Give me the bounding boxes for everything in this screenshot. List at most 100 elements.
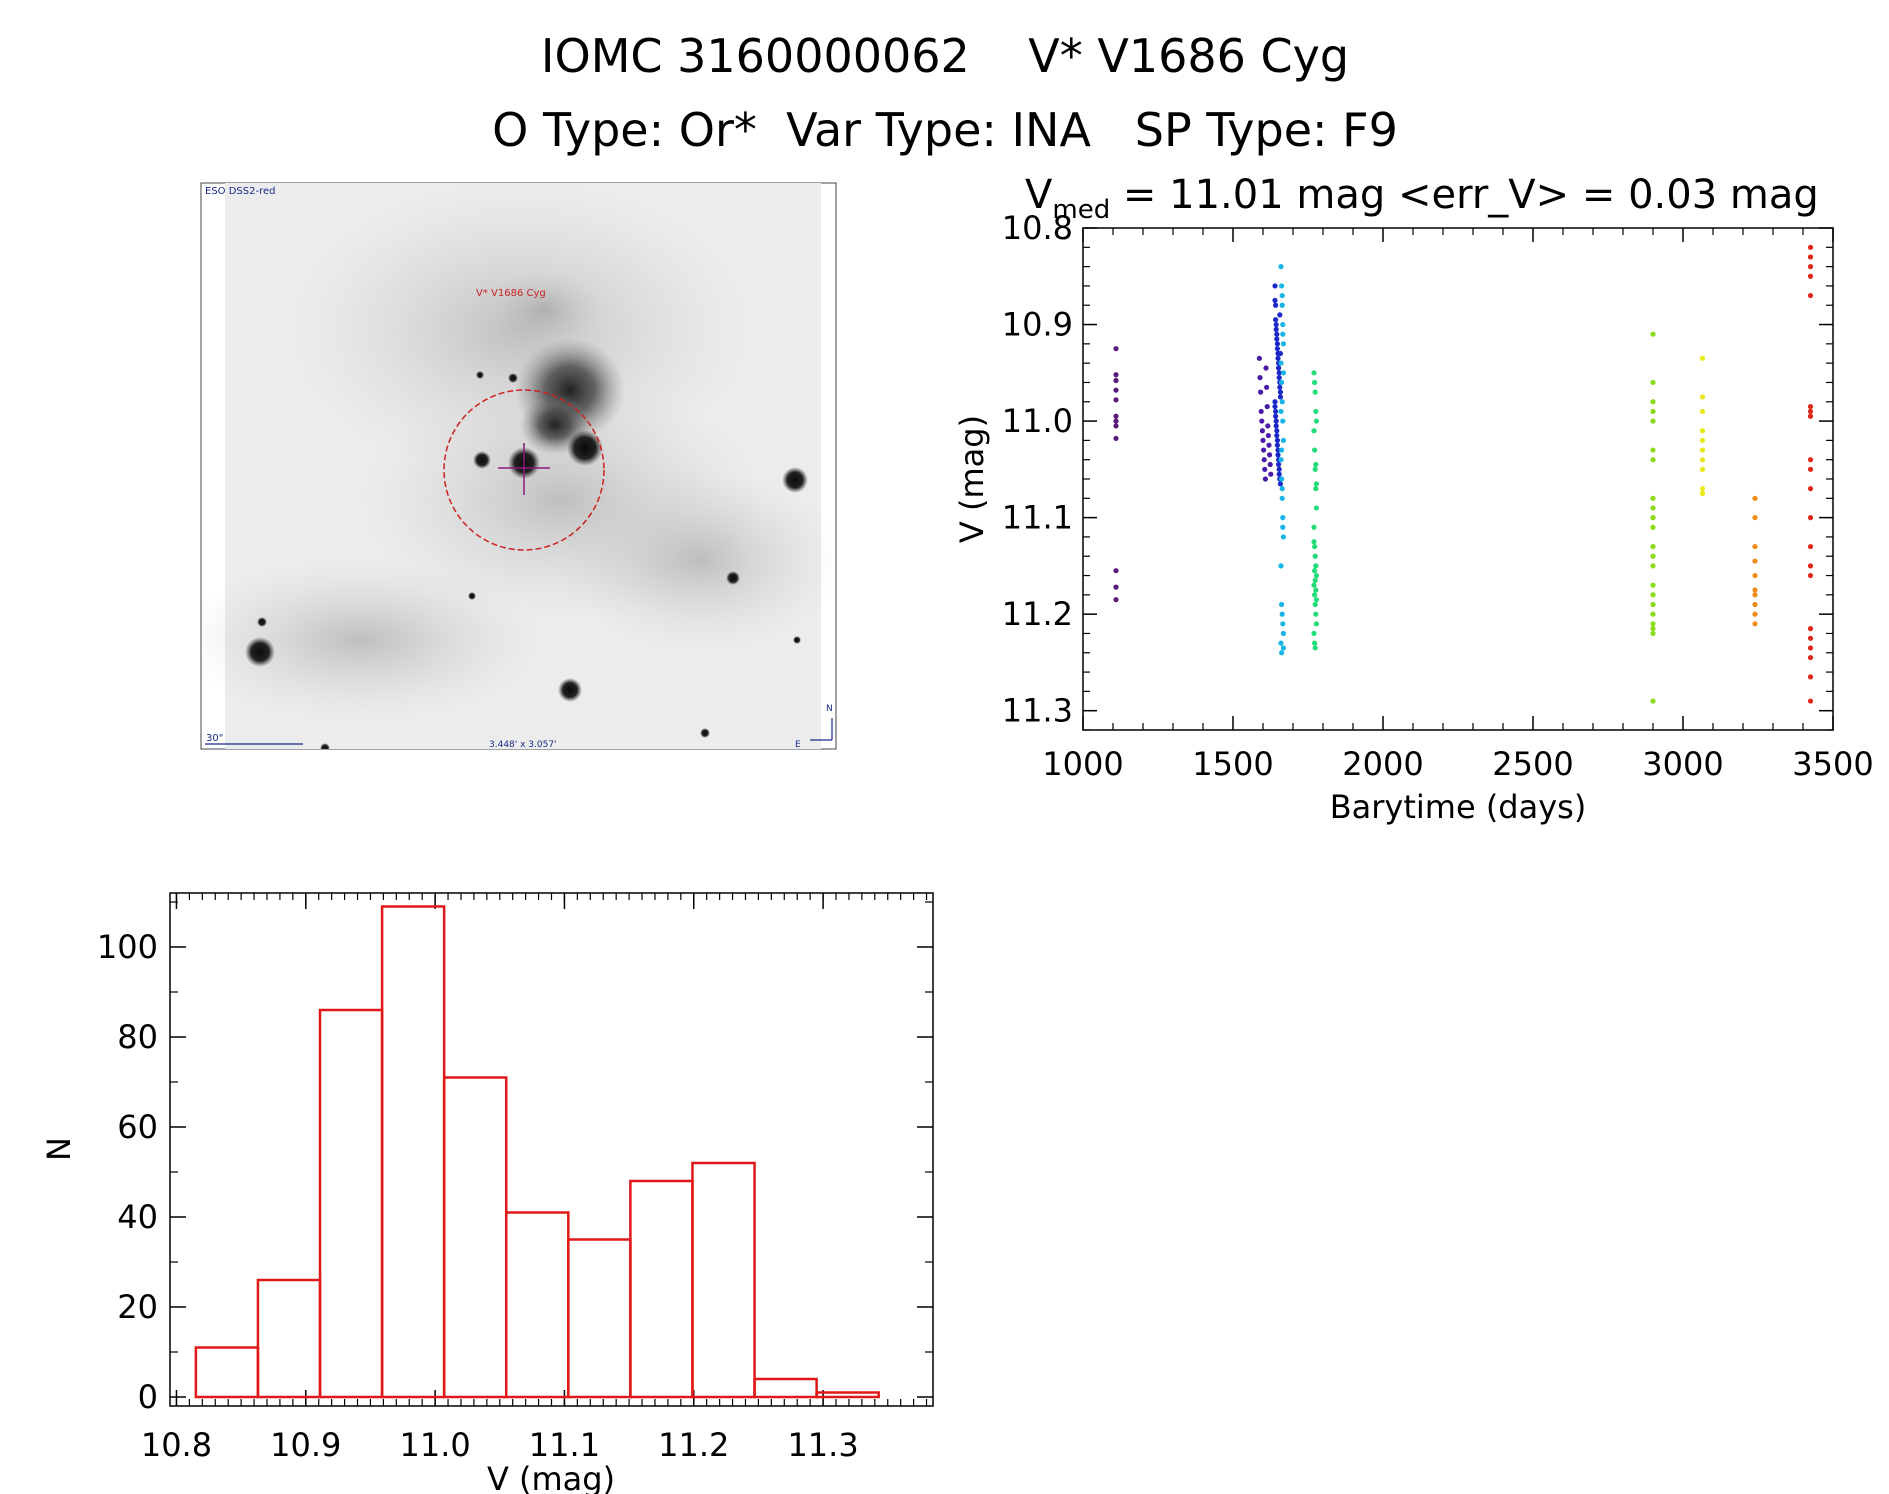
hist-ytick-label: 20	[117, 1288, 158, 1326]
lc-point-season7	[1699, 447, 1706, 453]
lc-ytick-label: 11.0	[1002, 402, 1073, 440]
lc-point-season6	[1650, 582, 1656, 588]
lc-point-season4	[1280, 437, 1286, 443]
lc-point-season6	[1650, 543, 1656, 550]
light-curve-chart: Vmed = 11.01 mag <err_V> = 0.03 mag 1000…	[953, 172, 1874, 826]
lc-point-season9	[1807, 403, 1814, 410]
lc-point-season6	[1650, 553, 1656, 559]
lc-point-season9	[1807, 273, 1814, 279]
lc-point-season7	[1699, 355, 1706, 361]
light-curve-tick-labels: 1000 1500 2000 2500 3000 3500 10.8 10.9 11.0 11.1…	[1002, 209, 1874, 783]
lc-point-season4	[1279, 650, 1285, 656]
crosshair	[498, 443, 550, 495]
lc-point-season9	[1807, 264, 1814, 270]
lc-point-season5	[1312, 447, 1318, 453]
lc-point-season5	[1311, 524, 1317, 530]
lc-point-season4	[1279, 447, 1285, 453]
lc-point-season7	[1699, 486, 1706, 492]
lc-point-season4	[1278, 360, 1284, 366]
lc-xtick-label: 1000	[1042, 745, 1123, 783]
lc-point-season2	[1266, 442, 1272, 448]
lc-point-season9	[1807, 292, 1814, 299]
lc-point-season5	[1313, 408, 1319, 415]
lc-point-season3	[1276, 370, 1282, 376]
lc-point-season6	[1650, 611, 1656, 617]
lc-point-season3	[1277, 394, 1283, 400]
lc-point-season3	[1276, 365, 1282, 371]
lc-point-season2	[1261, 447, 1267, 453]
survey-label: ESO DSS2-red	[205, 186, 275, 197]
lc-point-season2	[1268, 471, 1274, 477]
lc-point-season9	[1807, 244, 1814, 250]
lc-point-season4	[1278, 457, 1284, 463]
scale-label: 30"	[206, 733, 223, 744]
lc-point-season8	[1752, 515, 1758, 521]
lc-point-season5	[1313, 621, 1319, 627]
compass-north-label: N	[826, 704, 833, 714]
light-curve-ylabel: V (mag)	[953, 415, 991, 543]
lc-point-season9	[1807, 543, 1814, 550]
lc-point-season3	[1276, 466, 1282, 472]
hist-ytick-label: 0	[138, 1378, 158, 1416]
lc-point-season5	[1313, 563, 1319, 569]
lc-point-season5	[1311, 630, 1317, 637]
histogram-bar	[256, 1278, 322, 1399]
lc-point-season2	[1265, 432, 1271, 439]
lc-point-season2	[1259, 428, 1265, 434]
lc-point-season9	[1807, 654, 1814, 661]
lc-point-season5	[1311, 582, 1317, 588]
lc-point-season9	[1807, 674, 1814, 680]
histogram-chart: 10.8 10.9 11.0 11.1 11.2 11.3 0 20 40 60 80 100 V (…	[40, 892, 934, 1494]
lc-point-season4	[1279, 283, 1285, 289]
lc-point-season5	[1311, 428, 1317, 434]
lc-point-season1	[1113, 423, 1119, 429]
title-line-2: O Type: Or* Var Type: INA SP Type: F9	[492, 103, 1398, 157]
scale-bar: 30"	[205, 733, 303, 745]
lc-point-season9	[1807, 563, 1814, 569]
lc-point-season5	[1312, 592, 1318, 598]
lc-point-season9	[1807, 408, 1814, 415]
lc-point-season9	[1807, 486, 1814, 492]
lc-point-season2	[1265, 423, 1271, 429]
histogram-bar	[380, 905, 446, 1399]
lc-point-season5	[1312, 640, 1318, 646]
histogram-ylabel: N	[40, 1137, 78, 1161]
lc-point-season3	[1277, 481, 1283, 487]
lc-point-season3	[1274, 432, 1280, 439]
lc-point-season2	[1267, 452, 1273, 458]
lc-point-season5	[1312, 577, 1318, 583]
lc-point-season9	[1807, 626, 1814, 632]
compass	[810, 718, 833, 741]
lc-point-season3	[1276, 461, 1282, 468]
lc-point-season6	[1650, 505, 1656, 511]
histogram-bar	[691, 1161, 756, 1399]
lc-point-season2	[1267, 461, 1273, 468]
lc-point-season3	[1273, 326, 1279, 332]
lc-point-season1	[1113, 435, 1119, 442]
lc-point-season7	[1699, 466, 1706, 472]
lc-point-season1	[1113, 418, 1119, 424]
lc-point-season6	[1650, 495, 1656, 501]
lc-point-season4	[1279, 495, 1285, 501]
lc-point-season6	[1650, 457, 1656, 463]
lc-point-season9	[1807, 457, 1814, 463]
lc-point-season4	[1278, 408, 1284, 415]
lc-ytick-label: 11.3	[1002, 692, 1073, 730]
lc-point-season6	[1650, 418, 1656, 424]
histogram-bar	[629, 1179, 694, 1399]
lc-point-season3	[1274, 437, 1280, 443]
hist-xtick-label: 11.3	[787, 1426, 858, 1464]
histogram-ticks	[170, 893, 933, 1406]
lc-point-season2	[1262, 466, 1268, 472]
lc-point-season6	[1650, 563, 1656, 569]
lc-point-season3	[1274, 346, 1280, 352]
hist-xtick-label: 10.8	[141, 1426, 212, 1464]
lc-xtick-label: 3000	[1642, 745, 1723, 783]
lc-point-season4	[1279, 399, 1285, 405]
lc-point-season3	[1275, 452, 1281, 458]
hist-xtick-label: 11.0	[399, 1426, 470, 1464]
lc-point-season9	[1807, 413, 1814, 419]
lc-point-season3	[1273, 302, 1279, 308]
lc-point-season1	[1113, 387, 1119, 393]
